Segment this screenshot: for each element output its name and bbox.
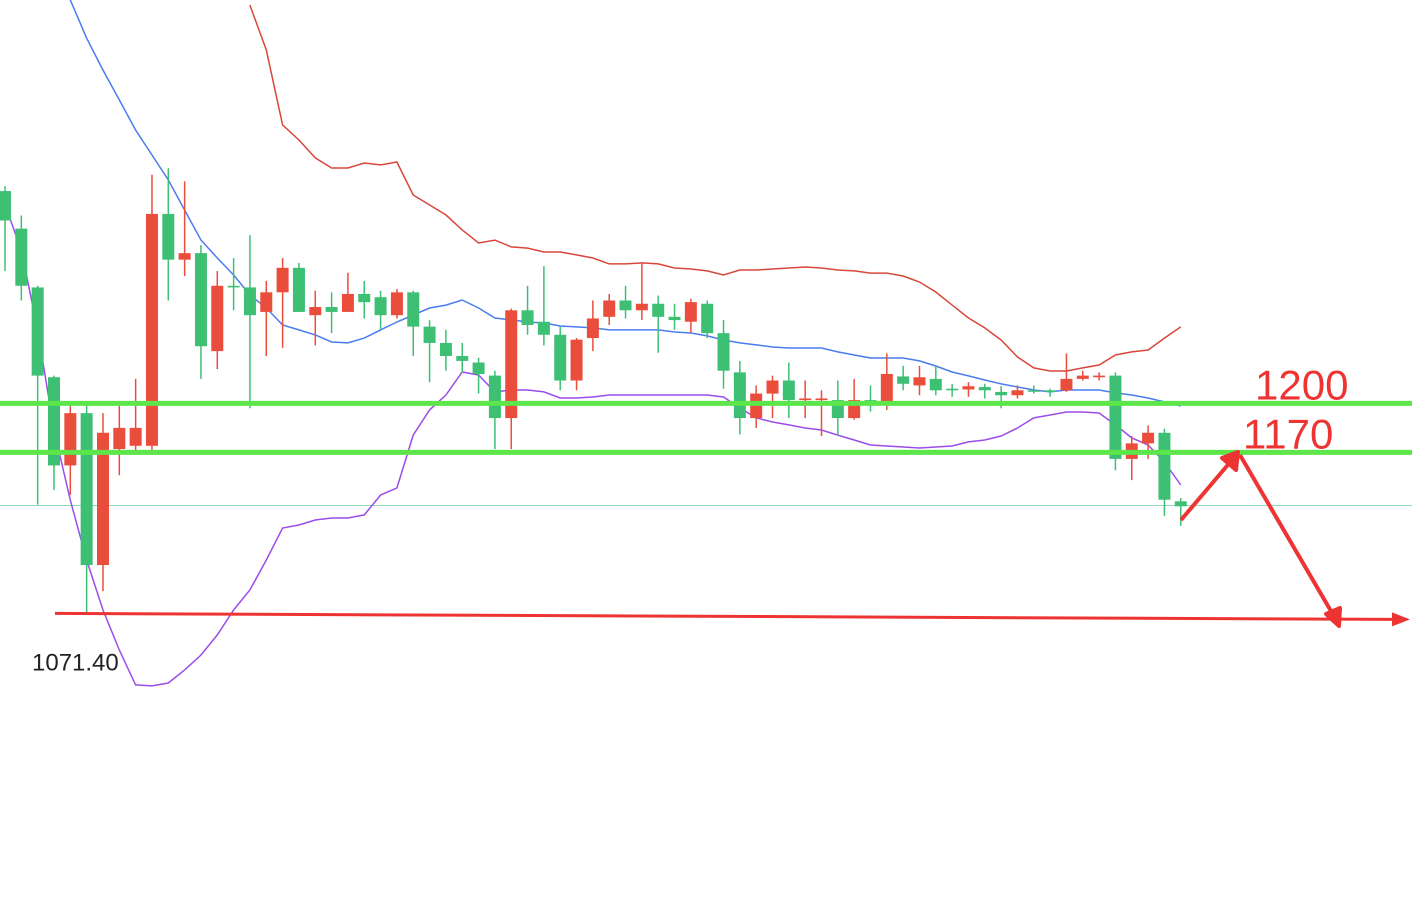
candle-body — [880, 373, 893, 403]
arrow-head — [1324, 606, 1342, 628]
candle-body — [129, 427, 142, 446]
candle-body — [799, 398, 812, 401]
candle-body — [260, 292, 273, 312]
band-line — [69, 0, 1181, 407]
candle-body — [815, 398, 828, 401]
candle-body — [962, 386, 975, 390]
level-label: 1200 — [1255, 361, 1348, 408]
candle-body — [1060, 378, 1073, 391]
candle-body — [635, 303, 648, 311]
candle-body — [1093, 375, 1106, 378]
candle-body — [243, 287, 256, 316]
candle-body — [341, 293, 354, 312]
candle-body — [227, 285, 240, 288]
candle-body — [145, 213, 158, 446]
candle-body — [603, 300, 616, 317]
arrow-up — [1179, 458, 1234, 522]
candle-body — [1174, 501, 1187, 507]
candle-body — [782, 380, 795, 401]
candle-body — [684, 302, 697, 322]
candle-body — [80, 413, 93, 566]
candle-body — [1027, 390, 1040, 392]
candle-body — [113, 427, 126, 450]
candle-body — [407, 292, 420, 327]
candle-body — [1076, 375, 1089, 379]
candle-body — [701, 303, 714, 334]
candle-body — [717, 333, 730, 371]
candle-body — [652, 303, 665, 317]
band-line — [4, 204, 1182, 687]
low-label: 1071.40 — [32, 649, 119, 676]
candle-body — [374, 297, 387, 316]
candle-body — [0, 191, 11, 221]
candle-body — [64, 413, 77, 466]
candle-body — [15, 228, 28, 286]
candle-body — [521, 310, 534, 325]
level-label: 1170 — [1243, 410, 1333, 457]
candle-body — [325, 307, 338, 312]
candle-body — [766, 380, 779, 394]
arrow-head — [1220, 450, 1240, 472]
candle-body — [505, 310, 518, 419]
arrow-down — [1238, 453, 1337, 620]
candle-body — [913, 377, 926, 386]
candle-body — [537, 321, 550, 335]
candle-body — [1158, 432, 1171, 500]
candle-body — [668, 316, 681, 321]
candle-body — [276, 267, 289, 293]
candle-body — [439, 342, 452, 357]
band-line — [249, 4, 1182, 372]
candle-body — [456, 356, 469, 361]
candle-body — [995, 391, 1008, 396]
candle-body — [472, 362, 485, 374]
candle-body — [946, 388, 959, 391]
candle-body — [488, 375, 501, 419]
candle-body — [1011, 390, 1024, 396]
candle-body — [586, 318, 599, 339]
trend-arrow — [1179, 450, 1342, 628]
candle-body — [178, 253, 191, 260]
candle-body — [292, 267, 305, 312]
candle-body — [554, 334, 567, 381]
candle-body — [47, 377, 60, 466]
candle-body — [309, 307, 322, 316]
candle-body — [929, 378, 942, 391]
low-arrow-head — [1392, 612, 1410, 627]
candle-body — [211, 285, 224, 352]
candle-body — [194, 253, 207, 347]
candle-body — [31, 287, 44, 376]
candle-body — [162, 213, 175, 260]
candle-body — [423, 326, 436, 343]
low-line — [54, 611, 1396, 621]
candle-body — [1142, 432, 1155, 444]
candle-body — [96, 432, 109, 566]
candle-body — [733, 372, 746, 419]
candle-body — [978, 387, 991, 391]
candle-body — [1044, 390, 1057, 392]
candle-body — [358, 293, 371, 303]
candle-body — [570, 339, 583, 381]
candle-body — [619, 300, 632, 311]
candle-body — [1109, 375, 1122, 459]
candle-body — [390, 292, 403, 316]
candle-body — [897, 376, 910, 384]
